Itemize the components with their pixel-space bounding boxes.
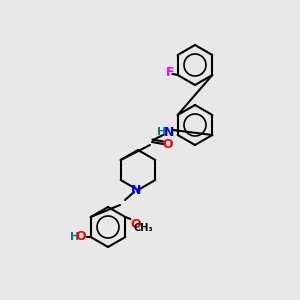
Text: F: F xyxy=(165,67,174,80)
Text: CH₃: CH₃ xyxy=(134,223,153,233)
Text: N: N xyxy=(131,184,141,196)
Text: N: N xyxy=(164,125,174,139)
Text: O: O xyxy=(163,139,173,152)
Text: H: H xyxy=(158,127,166,137)
Text: O: O xyxy=(130,218,141,230)
Text: H: H xyxy=(70,232,79,242)
Text: O: O xyxy=(75,230,86,244)
